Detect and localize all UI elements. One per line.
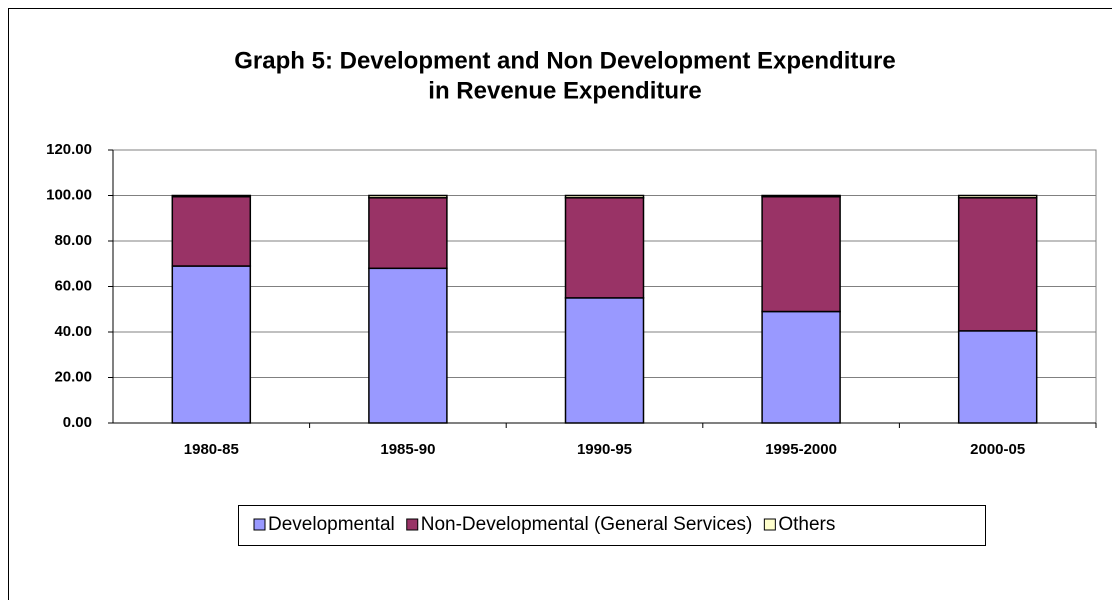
- y-tick-label: 20.00: [54, 368, 92, 385]
- y-tick-label: 80.00: [54, 232, 92, 249]
- legend-box: [238, 505, 986, 546]
- bar-segment: [564, 297, 645, 424]
- x-tick-label: 1990-95: [577, 441, 632, 458]
- legend-swatch: [406, 518, 419, 531]
- y-tick-label: 100.00: [46, 186, 92, 203]
- bar-segment: [564, 194, 645, 199]
- bar-segment: [368, 267, 448, 424]
- bar-segment: [564, 197, 645, 299]
- bar-segment: [368, 197, 448, 270]
- bar-segment: [171, 194, 252, 198]
- legend-label: Developmental: [268, 514, 395, 535]
- bar-segment: [171, 195, 252, 267]
- bar-segment: [171, 265, 252, 424]
- legend-swatch: [763, 518, 776, 531]
- legend-label: Non-Developmental (General Services): [421, 514, 753, 535]
- bar-segment: [368, 194, 448, 199]
- bar-segment: [761, 195, 841, 313]
- legend-label: Others: [778, 514, 835, 535]
- x-tick-label: 2000-05: [970, 441, 1025, 458]
- bar-segment: [761, 310, 841, 424]
- x-tick-label: 1980-85: [184, 441, 239, 458]
- x-tick-label: 1985-90: [380, 441, 435, 458]
- x-tick-label: 1995-2000: [765, 441, 837, 458]
- chart-title: in Revenue Expenditure: [428, 77, 701, 104]
- bar-segment: [761, 194, 841, 198]
- y-tick-label: 120.00: [46, 141, 92, 158]
- y-tick-label: 60.00: [54, 277, 92, 294]
- y-tick-label: 40.00: [54, 323, 92, 340]
- bar-segment: [957, 330, 1038, 424]
- bar-segment: [957, 194, 1038, 199]
- bar-segment: [957, 197, 1038, 332]
- y-tick-label: 0.00: [63, 414, 92, 431]
- chart-title: Graph 5: Development and Non Development…: [234, 47, 895, 74]
- legend-swatch: [253, 518, 266, 531]
